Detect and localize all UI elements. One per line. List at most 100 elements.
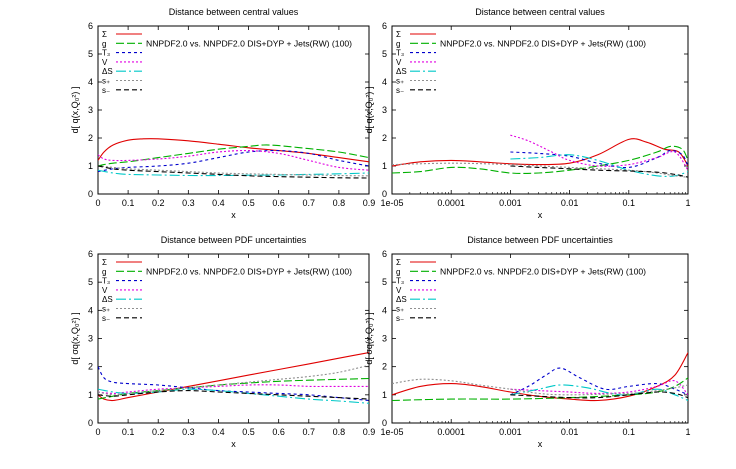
- y-tick-label: 0: [382, 189, 387, 199]
- chart-panel-4: Distance between PDF uncertainties 0 1 2 3 4 5…: [364, 235, 691, 449]
- legend-label: T₃: [102, 277, 110, 286]
- series-line-2: [392, 377, 688, 402]
- y-tick-label: 5: [88, 49, 93, 59]
- legend-label: V: [102, 286, 108, 295]
- x-tick-label: 0.0001: [437, 427, 465, 437]
- y-tick-label: 0: [88, 418, 93, 428]
- chart-title: Distance between PDF uncertainties: [467, 235, 613, 245]
- series-line-3: [98, 150, 369, 173]
- y-axis-label: d[ q(x,Q₀²) ]: [364, 87, 374, 134]
- legend-label: Σ: [102, 258, 107, 267]
- y-tick-label: 4: [88, 305, 93, 315]
- plot-frame: [391, 253, 689, 424]
- series-line-4: [510, 134, 688, 171]
- y-tick-label: 6: [382, 249, 387, 259]
- x-tick-label: 0.2: [152, 198, 165, 208]
- x-tick-label: 1e-05: [380, 427, 403, 437]
- series-line-2: [392, 145, 688, 174]
- series-line-1: [98, 352, 369, 402]
- legend-annotation: NNPDF2.0 vs. NNPDF2.0 DIS+DYP + Jets(RW)…: [440, 266, 646, 276]
- legend-label: T₃: [396, 277, 404, 286]
- legend-label: s₋: [102, 314, 110, 323]
- series-line-6: [98, 364, 369, 396]
- y-axis-label: d[ σq(x,Q₀²) ]: [70, 312, 80, 364]
- chart-title: Distance between central values: [169, 7, 299, 17]
- y-tick-label: 2: [382, 133, 387, 143]
- x-tick-label: 0.1: [623, 198, 636, 208]
- y-tick-label: 6: [382, 21, 387, 31]
- series-line-7: [510, 391, 688, 399]
- series-line-6: [392, 162, 688, 178]
- y-tick-label: 0: [88, 189, 93, 199]
- chart-panel-2: Distance between central values 0 1 2 3 4 5 6 1e…: [364, 7, 691, 220]
- y-tick-label: 2: [382, 362, 387, 372]
- x-tick-label: 0.5: [242, 198, 255, 208]
- y-tick-label: 2: [88, 362, 93, 372]
- series-line-1: [392, 138, 688, 167]
- legend-label: s₋: [396, 314, 404, 323]
- series-line-7: [510, 165, 688, 178]
- legend-label: s₋: [102, 86, 110, 95]
- x-tick-label: 0.01: [561, 198, 579, 208]
- x-tick-label: 0.6: [272, 427, 285, 437]
- y-tick-label: 0: [382, 418, 387, 428]
- x-tick-label: 1: [685, 427, 690, 437]
- x-tick-label: 0.8: [333, 198, 346, 208]
- y-tick-label: 4: [382, 305, 387, 315]
- x-tick-label: 0: [95, 198, 100, 208]
- x-tick-label: 0.5: [242, 427, 255, 437]
- series-line-6: [98, 165, 369, 177]
- y-axis-label: d[ q(x,Q₀²) ]: [70, 87, 80, 134]
- y-tick-label: 4: [382, 77, 387, 87]
- legend-label: Σ: [396, 30, 401, 39]
- legend-label: T₃: [102, 49, 110, 58]
- y-tick-label: 1: [88, 390, 93, 400]
- legend-annotation: NNPDF2.0 vs. NNPDF2.0 DIS+DYP + Jets(RW)…: [440, 38, 646, 48]
- series-group: [392, 134, 688, 178]
- series-line-3: [510, 367, 688, 396]
- series-line-7: [98, 390, 369, 400]
- x-tick-label: 0.3: [182, 427, 195, 437]
- plot-frame: [97, 253, 370, 424]
- x-tick-label: 0.6: [272, 198, 285, 208]
- x-tick-label: 0.9: [363, 427, 376, 437]
- legend-label: V: [396, 58, 402, 67]
- y-tick-label: 1: [88, 161, 93, 171]
- legend-label: s₊: [102, 305, 110, 314]
- y-tick-label: 3: [382, 105, 387, 115]
- x-tick-label: 1: [685, 198, 690, 208]
- x-tick-label: 0.001: [499, 198, 522, 208]
- chart-title: Distance between central values: [475, 7, 605, 17]
- legend-label: ΔS: [102, 295, 113, 304]
- x-axis-label: x: [538, 439, 543, 449]
- legend-label: s₊: [396, 305, 404, 314]
- series-line-5: [98, 169, 369, 177]
- chart-panel-3: Distance between PDF uncertainties 0 1 2 3 4 5…: [70, 235, 375, 449]
- legend-label: Σ: [102, 30, 107, 39]
- x-tick-label: 1e-05: [380, 198, 403, 208]
- series-line-5: [98, 388, 369, 404]
- series-line-3: [510, 149, 688, 169]
- y-tick-label: 4: [88, 77, 93, 87]
- legend-label: g: [102, 39, 106, 48]
- y-tick-label: 1: [382, 390, 387, 400]
- legend-label: g: [102, 267, 106, 276]
- legend-label: g: [396, 267, 400, 276]
- x-tick-label: 0.1: [122, 427, 135, 437]
- x-tick-label: 0.01: [561, 427, 579, 437]
- legend-label: V: [396, 286, 402, 295]
- x-tick-label: 0.1: [122, 198, 135, 208]
- x-tick-label: 0: [95, 427, 100, 437]
- x-tick-label: 0.4: [212, 198, 225, 208]
- x-tick-label: 0.7: [303, 198, 316, 208]
- y-tick-label: 5: [88, 277, 93, 287]
- y-tick-label: 5: [382, 49, 387, 59]
- x-tick-label: 0.0001: [437, 198, 465, 208]
- series-line-6: [392, 378, 688, 396]
- legend-annotation: NNPDF2.0 vs. NNPDF2.0 DIS+DYP + Jets(RW)…: [146, 266, 352, 276]
- x-tick-label: 0.7: [303, 427, 316, 437]
- chart-title: Distance between PDF uncertainties: [161, 235, 307, 245]
- x-tick-label: 0.001: [499, 427, 522, 437]
- series-group: [392, 352, 688, 402]
